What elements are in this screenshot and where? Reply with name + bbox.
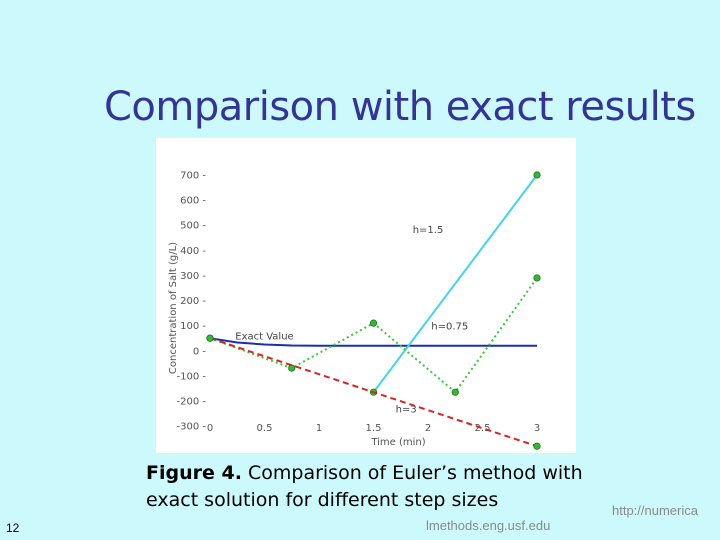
x-tick-label: 3 xyxy=(534,423,540,434)
x-tick-label: 2.5 xyxy=(475,423,491,434)
data-point xyxy=(533,274,541,282)
line-chart: 700 - 600 - 500 - 400 - 300 - 200 - 100 - 0 - -1… xyxy=(168,171,541,450)
chart-panel: 700 - 600 - 500 - 400 - 300 - 200 - 100 - 0 - -1… xyxy=(156,138,576,453)
series-label: h=3 xyxy=(396,404,417,415)
source-url-part-2[interactable]: lmethods.eng.usf.edu xyxy=(426,518,551,533)
source-url-part-1[interactable]: http://numerica xyxy=(612,503,698,518)
x-axis-label: Time (min) xyxy=(370,437,425,448)
y-tick-label: -200 - xyxy=(177,397,207,408)
data-point xyxy=(533,171,541,179)
data-point xyxy=(369,319,378,327)
slide-title: Comparison with exact results xyxy=(104,84,696,130)
x-tick-label: 1.5 xyxy=(366,423,382,434)
data-point xyxy=(288,364,296,372)
figure-caption: Figure 4. Comparison of Euler’s method w… xyxy=(146,460,616,514)
y-tick-label: 0 - xyxy=(193,346,207,357)
data-point xyxy=(451,388,459,396)
y-axis-label: Concentration of Salt (g/L) xyxy=(168,242,179,374)
x-tick-label: 0 xyxy=(207,423,213,434)
y-tick-label: 200 - xyxy=(180,296,206,307)
caption-text: Comparison of Euler’s method with exact … xyxy=(146,462,583,511)
caption-label: Figure 4. xyxy=(146,462,242,484)
series-line xyxy=(209,337,537,347)
x-tick-label: 2 xyxy=(425,423,431,434)
y-tick-label: 700 - xyxy=(180,171,206,182)
y-tick-label: 300 - xyxy=(180,271,206,282)
x-tick-label: 1 xyxy=(316,423,322,434)
y-tick-label: 600 - xyxy=(180,196,206,207)
data-point xyxy=(206,334,214,342)
page-number: 12 xyxy=(6,521,20,535)
series-label: Exact Value xyxy=(235,331,293,342)
series-label: h=0.75 xyxy=(431,321,468,332)
y-tick-label: 100 - xyxy=(180,321,206,332)
y-tick-label: 500 - xyxy=(180,221,206,232)
x-tick-label: 0.5 xyxy=(257,423,273,434)
series-line xyxy=(209,337,538,448)
y-tick-label: -100 - xyxy=(177,371,207,382)
series-line xyxy=(372,174,538,393)
y-tick-label: 400 - xyxy=(180,246,206,257)
series-label: h=1.5 xyxy=(413,225,444,236)
y-tick-label: -300 - xyxy=(177,422,207,433)
data-point xyxy=(533,442,541,450)
